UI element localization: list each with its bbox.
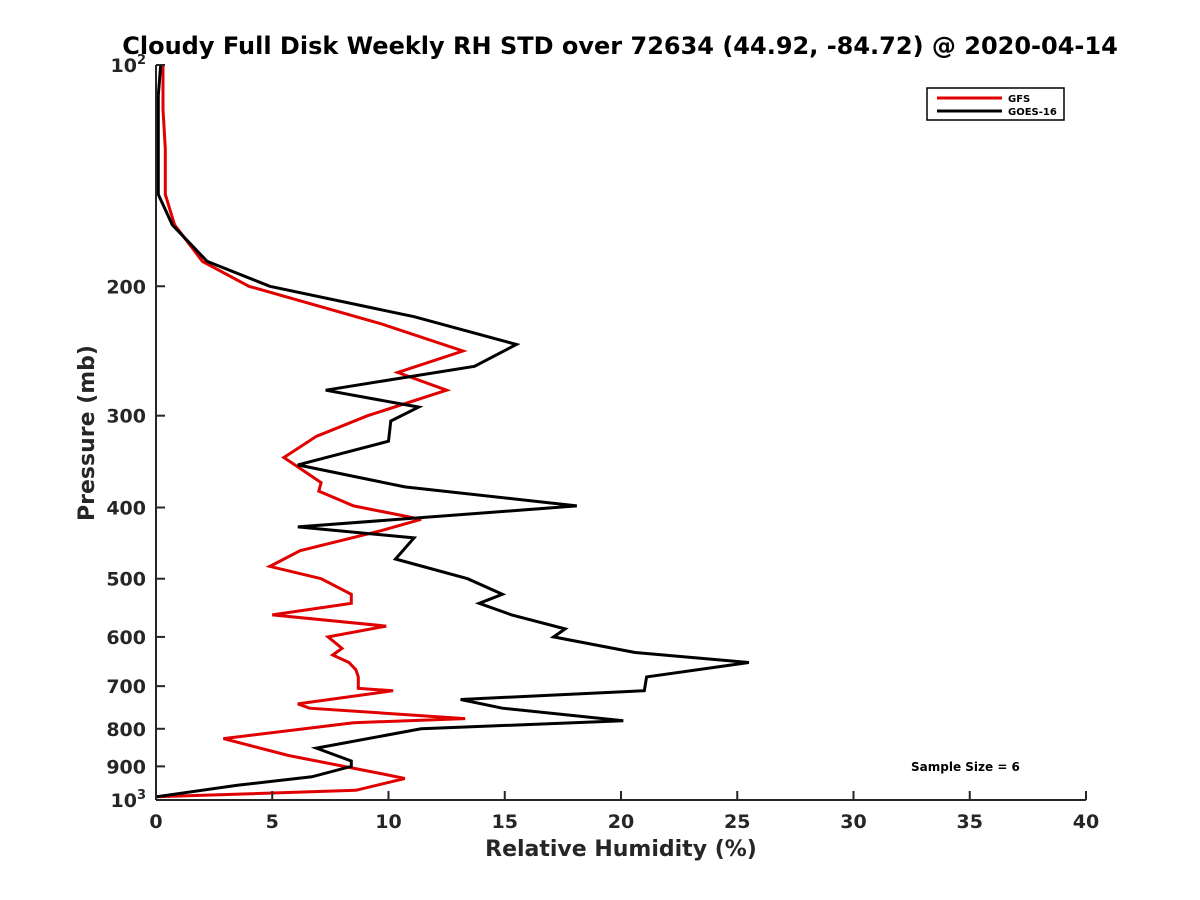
y-tick-label: 800 — [106, 719, 146, 741]
y-tick-label: 900 — [106, 756, 146, 778]
x-tick-label: 0 — [149, 811, 162, 833]
x-tick-label: 25 — [724, 811, 750, 833]
sample-size-annotation: Sample Size = 6 — [911, 760, 1020, 774]
legend-label: GOES-16 — [1008, 107, 1057, 118]
y-tick-label: 300 — [106, 406, 146, 428]
x-tick-label: 10 — [375, 811, 401, 833]
x-tick-label: 20 — [608, 811, 634, 833]
y-tick-label: 103 — [111, 788, 147, 812]
x-axis-label: Relative Humidity (%) — [485, 837, 757, 862]
y-tick-label: 600 — [106, 627, 146, 649]
x-tick-label: 35 — [957, 811, 983, 833]
y-tick-label: 700 — [106, 676, 146, 698]
legend-box — [926, 87, 1065, 121]
series-line-gfs — [155, 65, 468, 799]
y-axis-label: Pressure (mb) — [75, 345, 100, 521]
series-line-goes-16 — [155, 64, 750, 799]
y-ticks: 102 200 300 400 500 600 700 800 900 103 — [106, 53, 165, 812]
legend-label: GFS — [1008, 94, 1030, 105]
y-tick-label: 200 — [106, 276, 146, 298]
x-tick-label: 30 — [840, 811, 866, 833]
y-tick-label: 400 — [106, 498, 146, 520]
chart-title: Cloudy Full Disk Weekly RH STD over 7263… — [122, 32, 1118, 60]
x-tick-label: 15 — [492, 811, 518, 833]
x-ticks: 0 5 10 15 20 25 30 35 40 — [149, 791, 1099, 833]
x-tick-label: 40 — [1073, 811, 1099, 833]
plot-area: 0 5 10 15 20 25 30 35 40 102 200 300 400 500 600 700 80… — [106, 53, 1099, 833]
y-tick-label: 102 — [111, 53, 147, 77]
legend: GFS GOES-16 — [926, 87, 1065, 121]
series-layer — [155, 64, 750, 799]
x-tick-label: 5 — [266, 811, 279, 833]
legend-items: GFS GOES-16 — [937, 94, 1057, 118]
y-tick-label: 500 — [106, 569, 146, 591]
